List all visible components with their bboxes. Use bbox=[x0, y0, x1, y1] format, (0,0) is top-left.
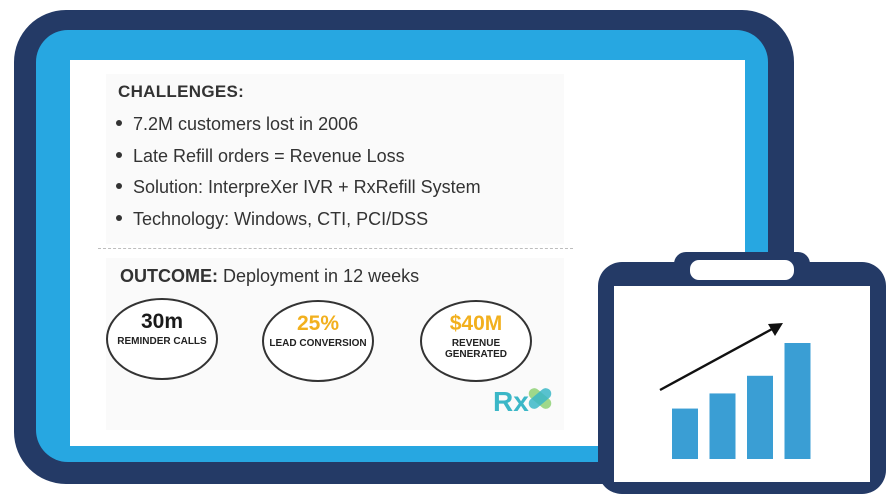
challenges-list: 7.2M customers lost in 2006 Late Refill … bbox=[116, 112, 481, 238]
dashed-divider bbox=[98, 248, 573, 249]
list-item-text: Late Refill orders = Revenue Loss bbox=[133, 145, 405, 166]
clipboard-clip-hole bbox=[690, 260, 794, 280]
list-item: Technology: Windows, CTI, PCI/DSS bbox=[116, 207, 481, 239]
stat-lead-conversion: 25% LEAD CONVERSION bbox=[262, 300, 374, 382]
challenges-title: CHALLENGES: bbox=[118, 82, 245, 101]
bullet-icon bbox=[116, 151, 122, 158]
bar-chart bbox=[672, 343, 811, 459]
chart-bar-4 bbox=[784, 343, 811, 459]
stat-value: 30m bbox=[140, 310, 184, 333]
bullet-icon bbox=[116, 214, 122, 221]
stat-label: REVENUE GENERATED bbox=[444, 338, 508, 360]
stat-revenue-generated: $40M REVENUE GENERATED bbox=[420, 300, 532, 382]
list-item-text: 7.2M customers lost in 2006 bbox=[133, 114, 359, 134]
stat-reminder-calls: 30m REMINDER CALLS bbox=[106, 298, 218, 380]
outcome-section: OUTCOME: Deployment in 12 weeks 30m REMI… bbox=[106, 258, 564, 430]
rx-logo: Rx bbox=[493, 386, 552, 417]
stat-value: $40M bbox=[449, 312, 503, 335]
chart-bar-3 bbox=[747, 375, 773, 459]
clipboard-paper bbox=[614, 286, 870, 482]
list-item: Late Refill orders = Revenue Loss bbox=[116, 144, 481, 176]
clipboard-chart-icon bbox=[598, 252, 886, 494]
bullet-icon bbox=[116, 183, 122, 190]
outcome-label: OUTCOME: bbox=[120, 266, 218, 286]
tablet-frame: CHALLENGES: 7.2M customers lost in 2006 … bbox=[14, 10, 794, 484]
list-item: 7.2M customers lost in 2006 bbox=[116, 112, 481, 144]
list-item-text: Solution: InterpreXer IVR + RxRefill Sys… bbox=[133, 177, 481, 197]
stat-label: LEAD CONVERSION bbox=[269, 338, 367, 349]
chart-bar-1 bbox=[672, 408, 698, 459]
stat-label: REMINDER CALLS bbox=[117, 336, 207, 347]
outcome-heading: OUTCOME: Deployment in 12 weeks bbox=[120, 266, 419, 287]
list-item-text: Technology: Windows, CTI, PCI/DSS bbox=[133, 208, 429, 229]
challenges-section: CHALLENGES: 7.2M customers lost in 2006 … bbox=[106, 74, 564, 244]
outcome-text: Deployment in 12 weeks bbox=[218, 266, 420, 286]
chart-bar-2 bbox=[709, 393, 736, 459]
capsule-icon bbox=[528, 388, 552, 409]
trend-up-arrow-icon bbox=[659, 323, 783, 392]
list-item: Solution: InterpreXer IVR + RxRefill Sys… bbox=[116, 175, 481, 207]
bullet-icon bbox=[116, 120, 122, 127]
stat-value: 25% bbox=[296, 312, 340, 335]
rx-logo-text: Rx bbox=[493, 386, 529, 417]
